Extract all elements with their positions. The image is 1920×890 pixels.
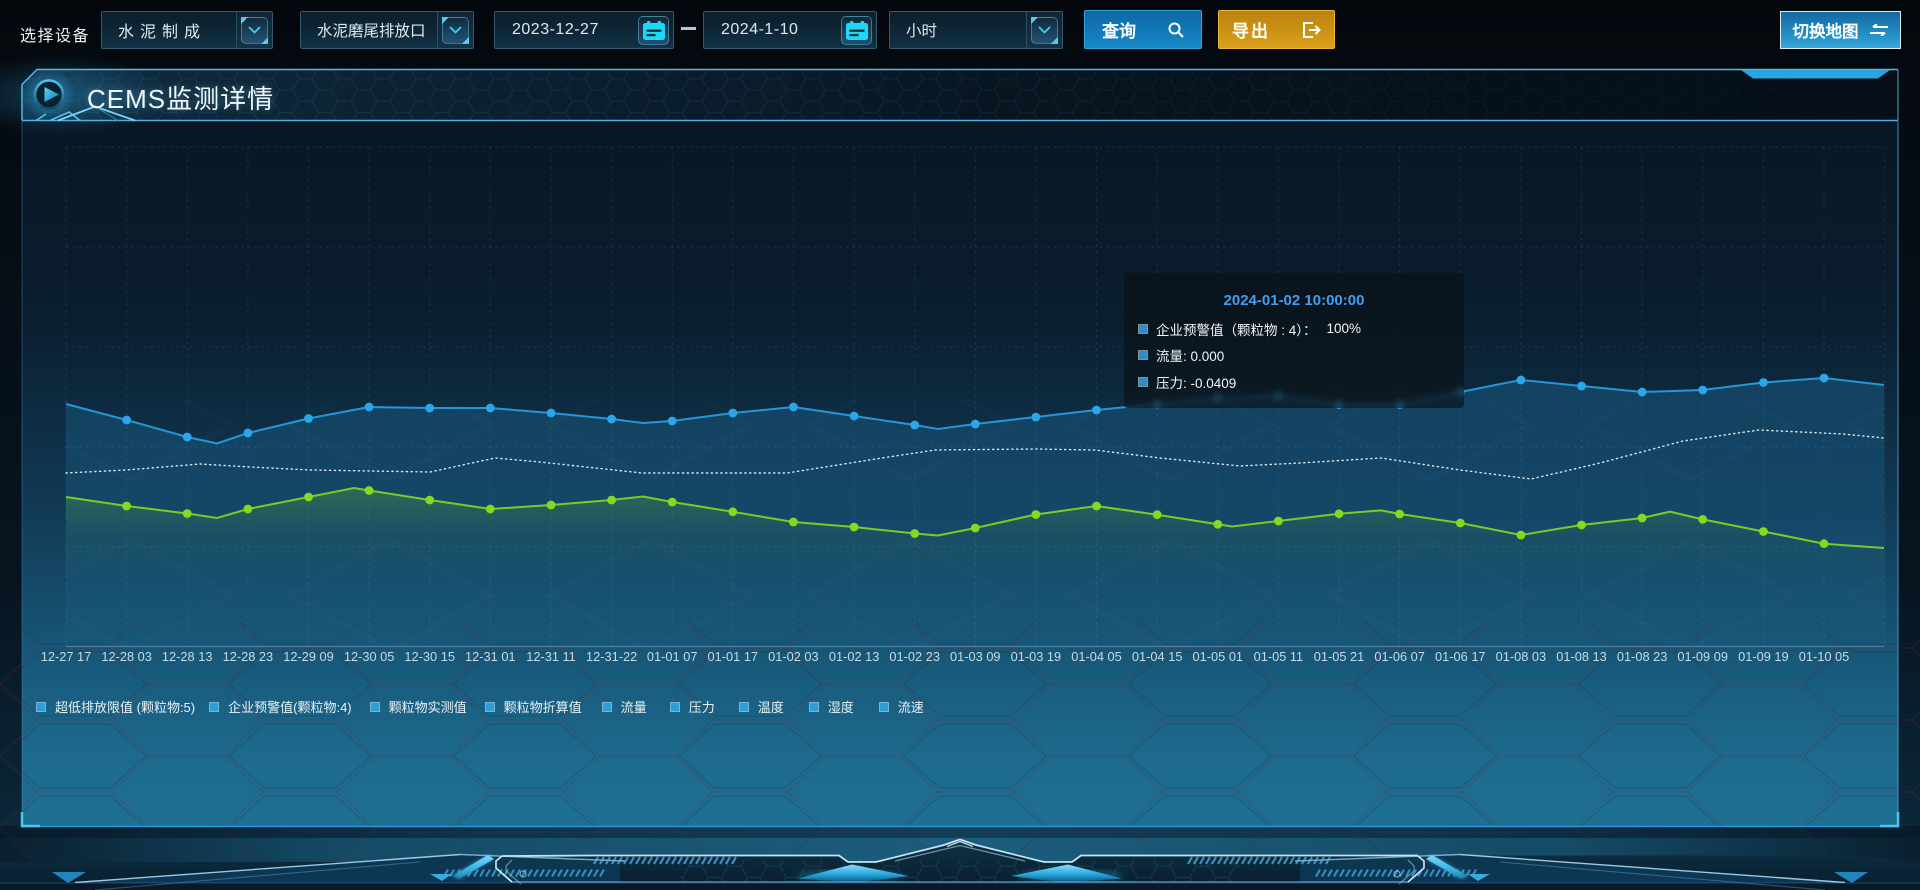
svg-text:01-10 05: 01-10 05	[1799, 649, 1850, 664]
svg-text:12-28 03: 12-28 03	[101, 649, 152, 664]
svg-text:12-31 11: 12-31 11	[526, 649, 576, 664]
svg-text:01-05 01: 01-05 01	[1193, 649, 1244, 664]
svg-text:12-27 17: 12-27 17	[41, 649, 92, 664]
svg-text:12-28 13: 12-28 13	[162, 649, 213, 664]
svg-text:01-03 19: 01-03 19	[1011, 649, 1062, 664]
svg-text:01-01 07: 01-01 07	[647, 649, 698, 664]
svg-text:12-30 15: 12-30 15	[404, 649, 455, 664]
svg-text:01-08 23: 01-08 23	[1617, 649, 1668, 664]
svg-text:01-01 17: 01-01 17	[708, 649, 759, 664]
svg-text:12-30 05: 12-30 05	[344, 649, 395, 664]
svg-text:12-29 09: 12-29 09	[283, 649, 334, 664]
svg-text:12-31 01: 12-31 01	[465, 649, 516, 664]
svg-text:01-08 03: 01-08 03	[1496, 649, 1547, 664]
svg-text:01-06 07: 01-06 07	[1374, 649, 1425, 664]
svg-text:01-09 19: 01-09 19	[1738, 649, 1789, 664]
svg-text:01-04 15: 01-04 15	[1132, 649, 1183, 664]
svg-text:01-09 09: 01-09 09	[1677, 649, 1728, 664]
svg-text:01-03 09: 01-03 09	[950, 649, 1001, 664]
svg-text:12-28 23: 12-28 23	[223, 649, 274, 664]
svg-text:01-02 03: 01-02 03	[768, 649, 819, 664]
svg-text:12-31-22: 12-31-22	[586, 649, 637, 664]
svg-text:01-06 17: 01-06 17	[1435, 649, 1486, 664]
svg-text:01-02 13: 01-02 13	[829, 649, 880, 664]
svg-text:01-05 21: 01-05 21	[1314, 649, 1365, 664]
svg-text:01-04 05: 01-04 05	[1071, 649, 1122, 664]
svg-text:01-05 11: 01-05 11	[1254, 649, 1304, 664]
svg-text:01-08 13: 01-08 13	[1556, 649, 1607, 664]
svg-text:01-02 23: 01-02 23	[889, 649, 940, 664]
